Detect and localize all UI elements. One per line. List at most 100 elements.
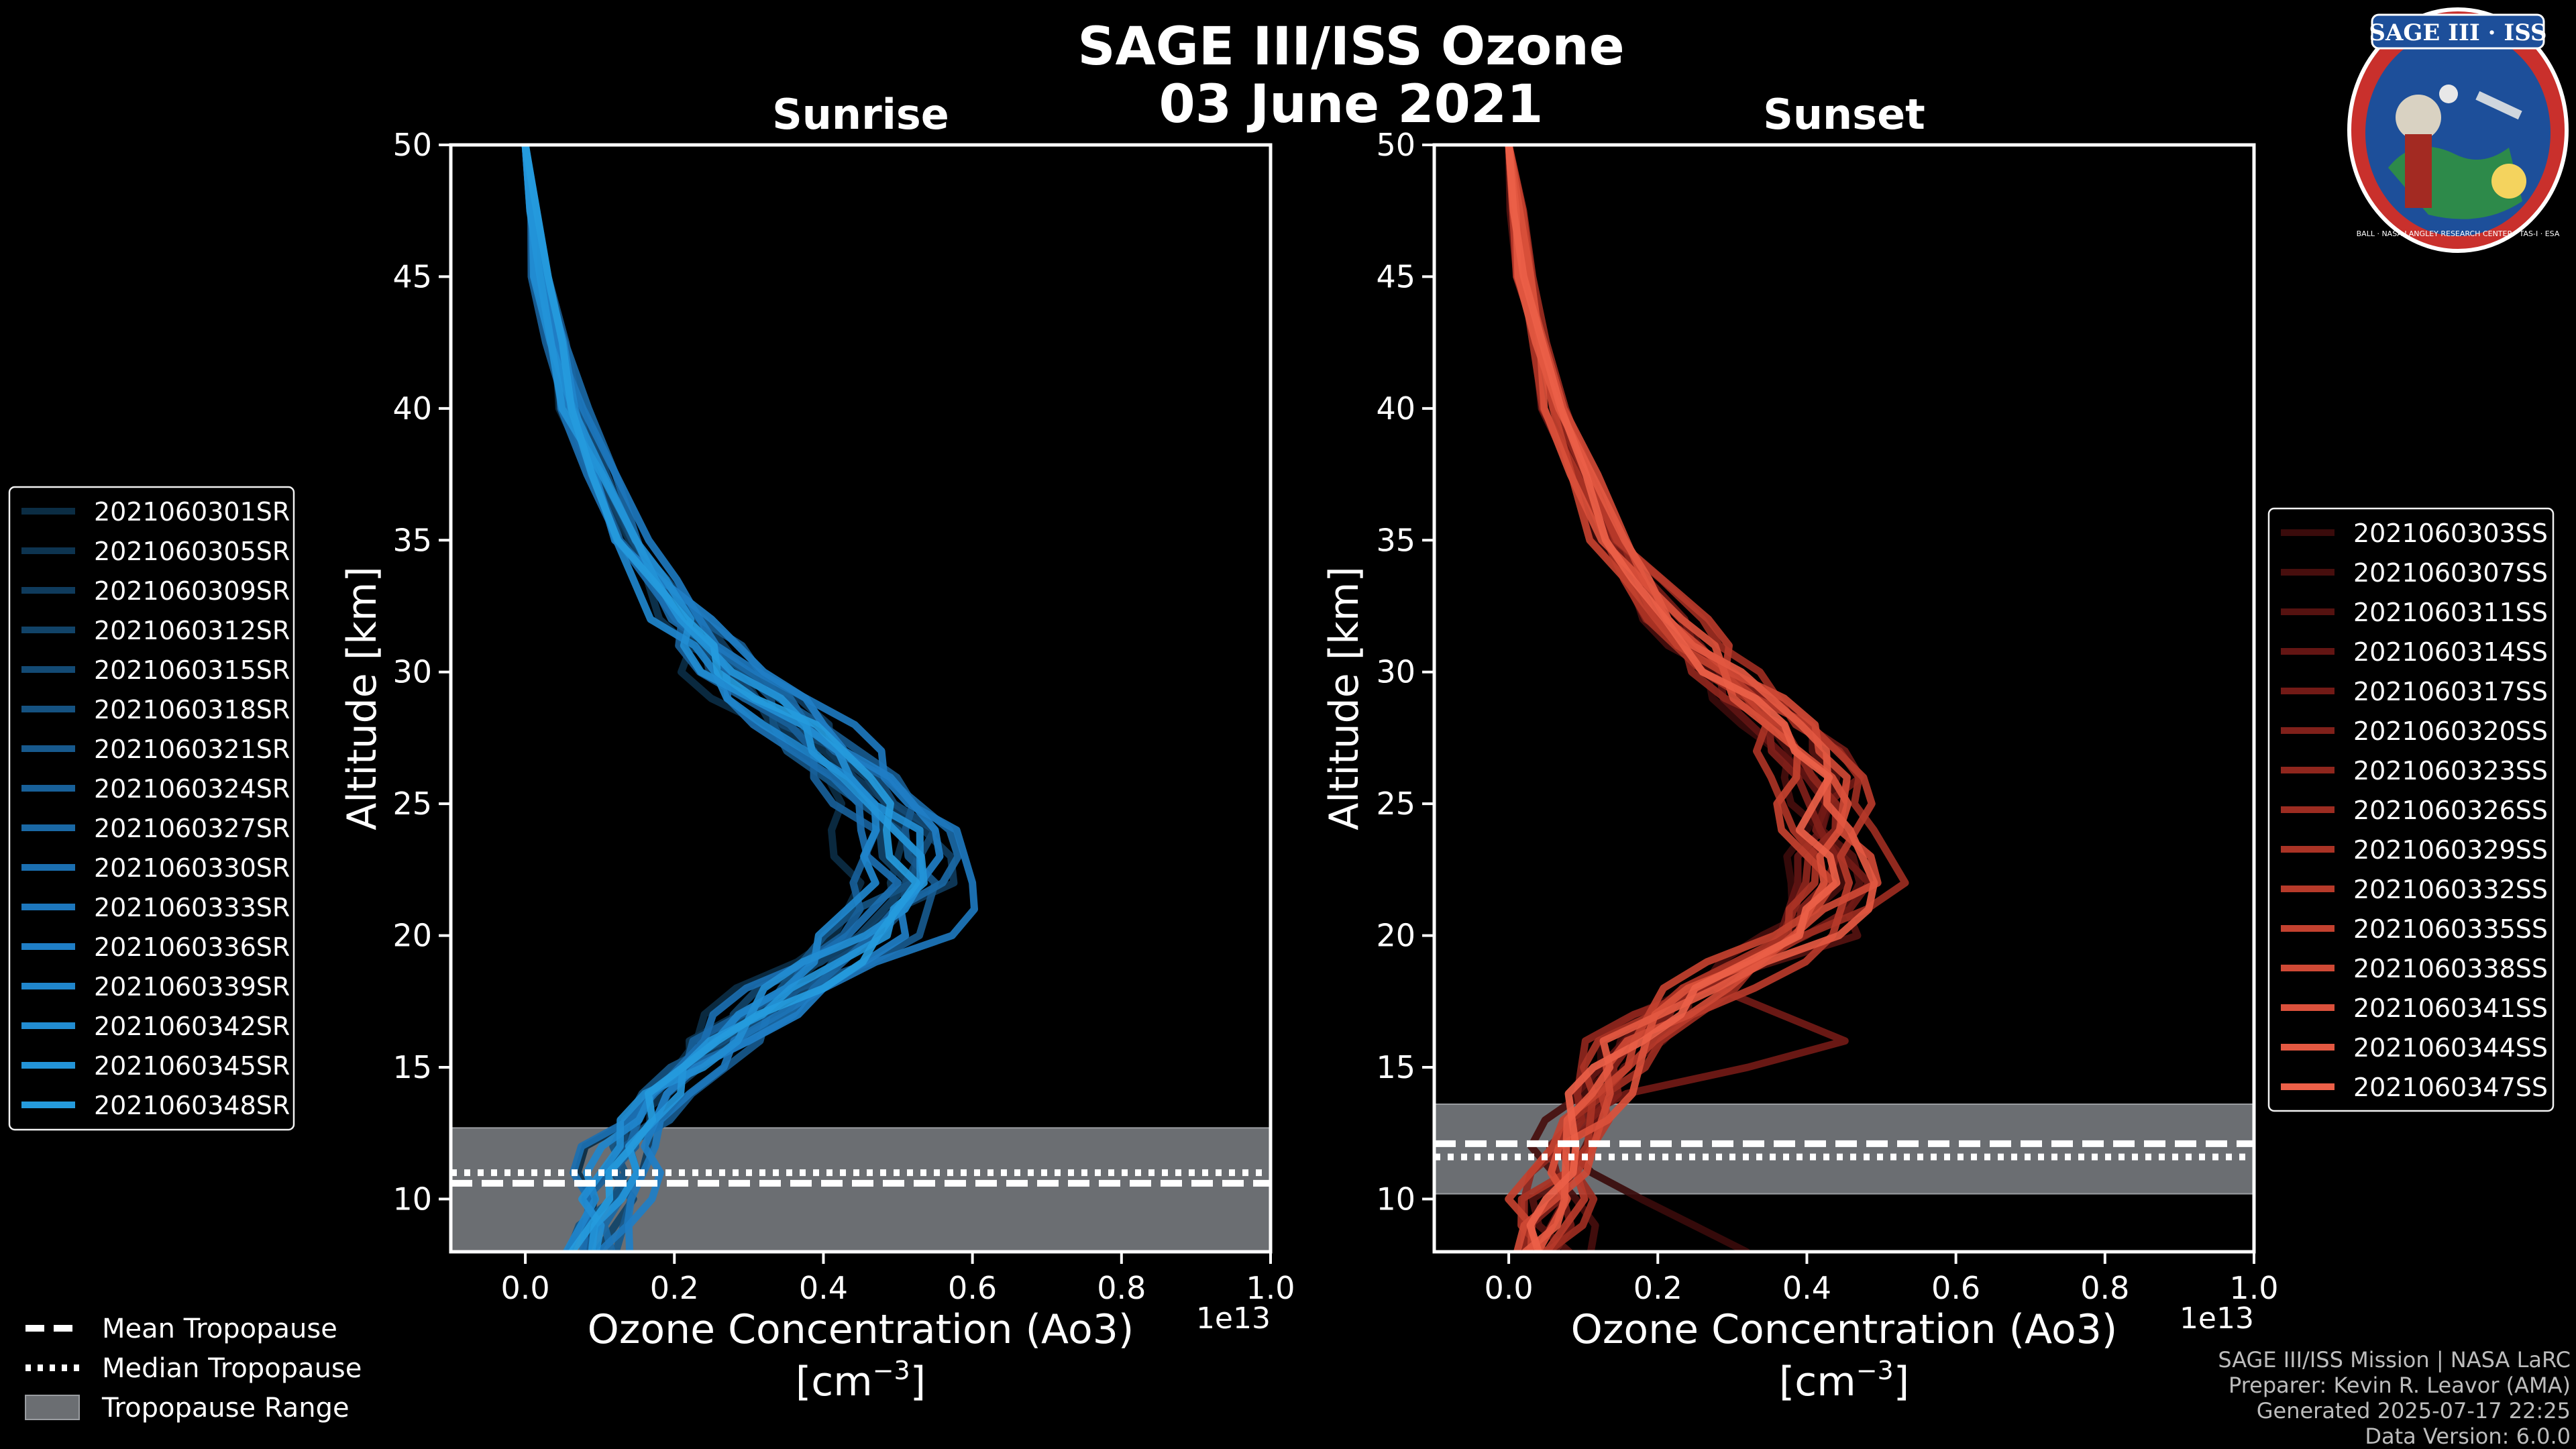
logo-moon-icon <box>2439 85 2458 103</box>
legend-label: 2021060307SS <box>2353 558 2548 588</box>
logo-ring-text: BALL · NASA LANGLEY RESEARCH CENTER · TA… <box>2357 229 2560 238</box>
y-tick-label: 10 <box>1376 1181 1415 1217</box>
sunset-x-axis-unit: [cm−3] <box>1779 1356 1909 1405</box>
sunset-panel: 0.0 0.2 0.4 0.6 0.8 1.0 10 15 20 25 30 35 40 45 50 <box>1376 127 2278 1306</box>
legend-label: 2021060324SR <box>94 774 290 804</box>
subplot-title-sunset: Sunset <box>1763 90 1925 139</box>
legend-label: 2021060345SR <box>94 1051 290 1081</box>
profile-line-2021060326SS <box>1505 145 1909 1252</box>
tropopause-legend: Mean Tropopause Median Tropopause Tropop… <box>25 1313 362 1424</box>
x-tick-label: 0.0 <box>1485 1270 1534 1306</box>
legend-label: 2021060344SS <box>2353 1033 2548 1063</box>
subplot-title-sunrise: Sunrise <box>772 90 949 139</box>
y-tick-label: 25 <box>1376 786 1415 822</box>
profile-line-2021060347SS <box>1505 145 1841 1252</box>
profile-line-2021060338SS <box>1505 145 1882 1252</box>
sunrise-y-axis-label: Altitude [km] <box>339 566 386 830</box>
y-tick-label: 35 <box>1376 522 1415 558</box>
x-tick-label: 0.6 <box>1931 1270 1980 1306</box>
logo-station-icon <box>2475 91 2522 120</box>
legend-label: 2021060327SR <box>94 814 290 843</box>
x-tick-label: 0.8 <box>2080 1270 2129 1306</box>
sunrise-x-unit-close: ] <box>910 1358 926 1405</box>
sunrise-axes-frame <box>449 143 1273 1254</box>
credit-preparer: Preparer: Kevin R. Leavor (AMA) <box>2229 1373 2571 1398</box>
legend-label: 2021060321SR <box>94 735 290 764</box>
legend-label: 2021060305SR <box>94 537 290 566</box>
legend-label: 2021060323SS <box>2353 756 2548 786</box>
profile-line-2021060342SR <box>521 145 924 1252</box>
logo-banner <box>2371 13 2545 50</box>
sunrise-legend: 2021060301SR 2021060305SR 2021060309SR 2021… <box>8 486 295 1131</box>
profile-line-2021060317SS <box>1505 145 1873 1252</box>
figure-title-line2: 03 June 2021 <box>1159 74 1544 135</box>
legend-label: 2021060301SR <box>94 497 290 527</box>
sunset-legend-box <box>2267 507 2555 1112</box>
profile-line-2021060332SS <box>1505 145 1876 1252</box>
x-tick-label: 0.4 <box>799 1270 848 1306</box>
x-tick-label: 1.0 <box>1246 1270 1295 1306</box>
legend-label: 2021060311SS <box>2353 598 2548 627</box>
sunset-legend: 2021060303SS 2021060307SS 2021060311SS 2021… <box>2267 507 2555 1112</box>
y-tick-label: 35 <box>392 522 432 558</box>
legend-label: 2021060317SS <box>2353 677 2548 706</box>
sunrise-x-axis-label: Ozone Concentration (Ao3) <box>588 1306 1134 1353</box>
sage-iii-iss-logo: SAGE III · ISS BALL · NASA LANGLEY RESEA… <box>2347 7 2569 253</box>
sunrise-x-axis-unit: [cm−3] <box>796 1356 926 1405</box>
legend-label: 2021060339SR <box>94 972 290 1002</box>
credit-mission: SAGE III/ISS Mission | NASA LaRC <box>2218 1347 2571 1373</box>
logo-title: SAGE III · ISS <box>2369 19 2546 46</box>
legend-label: 2021060326SS <box>2353 796 2548 825</box>
profile-line-2021060341SS <box>1505 145 1852 1252</box>
legend-label: 2021060330SR <box>94 853 290 883</box>
y-tick-label: 50 <box>392 127 432 163</box>
sunrise-legend-box <box>8 486 295 1131</box>
legend-label: 2021060314SS <box>2353 637 2548 667</box>
x-tick-label: 0.4 <box>1782 1270 1831 1306</box>
y-tick-label: 45 <box>392 258 432 294</box>
legend-label: 2021060336SR <box>94 932 290 962</box>
x-tick-label: 1.0 <box>2229 1270 2278 1306</box>
x-tick-label: 0.0 <box>501 1270 550 1306</box>
sunrise-tropopause-lines <box>451 1169 1271 1187</box>
sunrise-x-unit-exponent: −3 <box>873 1356 910 1385</box>
legend-label: 2021060309SR <box>94 576 290 606</box>
y-tick-label: 45 <box>1376 258 1415 294</box>
legend-label: 2021060332SS <box>2353 875 2548 904</box>
legend-label: 2021060318SR <box>94 695 290 724</box>
sunrise-x-ticks: 0.0 0.2 0.4 0.6 0.8 1.0 <box>501 1252 1295 1306</box>
y-tick-label: 40 <box>392 390 432 427</box>
sunrise-y-ticks: 10 15 20 25 30 35 40 45 50 <box>392 127 451 1217</box>
sunset-x-unit-exponent: −3 <box>1856 1356 1894 1385</box>
figure-title-line1: SAGE III/ISS Ozone <box>1077 17 1624 77</box>
profile-line-2021060348SR <box>521 145 920 1252</box>
legend-label: 2021060342SR <box>94 1012 290 1041</box>
tropopause-range-label: Tropopause Range <box>101 1393 350 1424</box>
profile-line-2021060345SR <box>521 145 928 1252</box>
sunrise-x-offset-text: 1e13 <box>1196 1301 1271 1336</box>
credit-data-version: Data Version: 6.0.0 <box>2365 1424 2571 1449</box>
sunset-x-axis-label: Ozone Concentration (Ao3) <box>1571 1306 2118 1353</box>
sunrise-profile-lines <box>521 145 978 1252</box>
sunrise-panel: 0.0 0.2 0.4 0.6 0.8 1.0 10 15 20 25 30 35 40 45 50 <box>392 127 1295 1306</box>
x-tick-label: 0.6 <box>948 1270 997 1306</box>
legend-label: 2021060348SR <box>94 1091 290 1120</box>
x-tick-label: 0.2 <box>650 1270 699 1306</box>
legend-label: 2021060312SR <box>94 616 290 645</box>
legend-label: 2021060341SS <box>2353 994 2548 1023</box>
median-tropopause-label: Median Tropopause <box>102 1353 362 1384</box>
x-tick-label: 0.8 <box>1097 1270 1146 1306</box>
sunset-x-unit-close: ] <box>1894 1358 1909 1405</box>
legend-label: 2021060320SS <box>2353 716 2548 746</box>
logo-sun-icon <box>2491 164 2526 199</box>
sunset-y-axis-label: Altitude [km] <box>1321 566 1368 830</box>
logo-figure <box>2396 95 2441 140</box>
y-tick-label: 50 <box>1376 127 1415 163</box>
credits: SAGE III/ISS Mission | NASA LaRC Prepare… <box>2218 1347 2571 1449</box>
sunset-axes-frame <box>1432 143 2256 1254</box>
tropopause-range-swatch <box>25 1395 80 1420</box>
profile-line-2021060318SR <box>521 145 922 1252</box>
y-tick-label: 25 <box>392 786 432 822</box>
profile-line-2021060333SR <box>521 145 978 1252</box>
